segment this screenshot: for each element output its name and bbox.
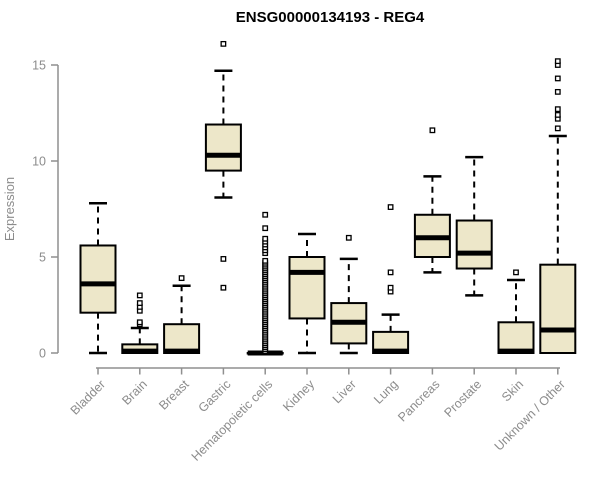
iqr-box	[455, 219, 493, 270]
iqr-box	[539, 263, 577, 354]
boxplot-brain	[121, 292, 159, 354]
boxplot-gastric	[204, 40, 242, 291]
outlier-point	[220, 40, 227, 47]
x-tick-label: Skin	[499, 377, 526, 404]
outlier-point	[554, 88, 561, 95]
x-tick-label: Unknown / Other	[492, 377, 568, 453]
outlier-point	[387, 284, 394, 291]
iqr-box	[497, 321, 535, 354]
y-axis-label: Expression	[2, 177, 17, 241]
boxplot-unknown-other	[539, 58, 577, 354]
outlier-point	[554, 125, 561, 132]
x-tick-label: Brain	[119, 377, 150, 408]
x-tick-label: Lung	[371, 377, 401, 407]
iqr-box	[288, 256, 326, 320]
chart-title: ENSG00000134193 - REG4	[236, 9, 425, 26]
outlier-point	[262, 235, 269, 242]
x-tick-label: Breast	[156, 377, 192, 413]
outlier-point	[136, 319, 143, 326]
boxplot-breast	[163, 275, 201, 355]
x-tick-label: Hematopoietic cells	[189, 377, 276, 464]
iqr-box	[79, 244, 117, 314]
y-tick-label: 0	[39, 347, 46, 361]
x-tick-label: Pancreas	[395, 377, 442, 424]
iqr-box	[204, 123, 242, 172]
boxplot-bladder	[79, 201, 117, 355]
boxplot-kidney	[288, 232, 326, 355]
outlier-point	[262, 225, 269, 232]
boxplot-hematopoietic-cells	[246, 211, 284, 356]
outlier-point	[262, 211, 269, 218]
y-tick-label: 10	[32, 155, 46, 169]
x-tick-label: Bladder	[68, 377, 108, 417]
outlier-point	[136, 300, 143, 306]
outlier-point	[387, 204, 394, 210]
x-tick-label: Kidney	[280, 377, 317, 414]
boxplot-liver	[330, 234, 368, 355]
outlier-point	[220, 256, 227, 262]
x-tick-label: Gastric	[196, 377, 234, 415]
outlier-point	[429, 127, 436, 134]
outlier-point	[345, 234, 352, 241]
outlier-point	[554, 106, 561, 113]
boxplot-lung	[372, 204, 410, 355]
outlier-point	[136, 292, 143, 299]
boxplots	[79, 40, 577, 356]
outlier-point	[513, 269, 519, 276]
boxplot-skin	[497, 269, 535, 354]
boxplot-pancreas	[413, 127, 451, 274]
outlier-point	[387, 269, 394, 276]
outlier-point	[554, 58, 561, 65]
outlier-point	[220, 284, 227, 291]
y-tick-label: 5	[39, 251, 46, 265]
boxplot-prostate	[455, 155, 493, 297]
outlier-point	[178, 275, 185, 282]
outlier-point	[554, 75, 561, 82]
iqr-box	[163, 323, 201, 355]
x-tick-label: Liver	[330, 377, 359, 406]
outlier-point	[554, 112, 561, 118]
x-tick-label: Prostate	[441, 377, 484, 420]
y-tick-label: 15	[32, 59, 46, 73]
outlier-point	[262, 257, 269, 264]
